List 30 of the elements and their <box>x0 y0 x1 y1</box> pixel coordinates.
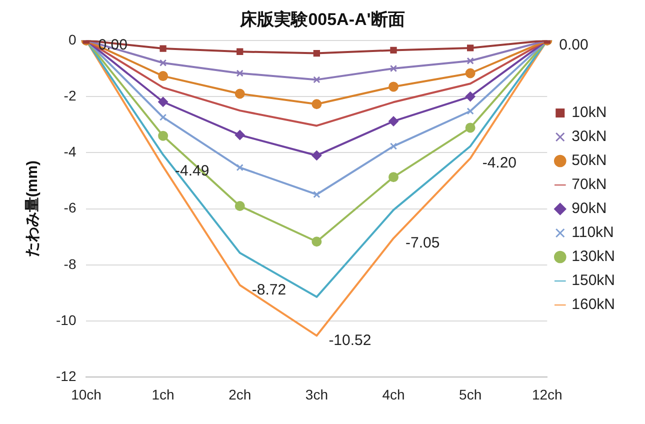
data-label: -10.52 <box>328 332 372 349</box>
data-label: 0.00 <box>559 36 588 54</box>
data-label: -4.20 <box>482 154 517 172</box>
x-tick-label: 10ch <box>71 386 102 402</box>
legend-label: 30kN <box>572 128 607 146</box>
chart-title: 床版実験005A-A'断面 <box>239 10 405 29</box>
y-tick-label: -10 <box>56 312 76 328</box>
y-tick-label: -8 <box>64 256 76 272</box>
legend-label: 160kN <box>572 296 615 314</box>
legend-label: 50kN <box>572 152 607 170</box>
legend-label: 90kN <box>572 200 607 218</box>
legend-label: 10kN <box>572 104 607 122</box>
legend-label: 150kN <box>572 272 615 290</box>
data-label: -7.05 <box>406 234 440 252</box>
x-tick-label: 5ch <box>459 386 482 402</box>
x-tick-label: 1ch <box>152 386 174 402</box>
y-tick-label: -2 <box>64 87 76 104</box>
legend-label: 110kN <box>572 224 614 242</box>
y-tick-label: 0 <box>68 31 76 48</box>
x-tick-label: 2ch <box>228 386 252 402</box>
x-tick-label: 12ch <box>532 386 562 402</box>
y-tick-label: -12 <box>56 368 76 384</box>
x-tick-label: 3ch <box>305 386 328 402</box>
y-axis-title: たわみ量(mm) <box>24 160 42 258</box>
legend-label: 130kN <box>572 248 615 266</box>
legend-label: 70kN <box>572 176 607 194</box>
data-label: -8.72 <box>252 281 286 298</box>
x-tick-label: 4ch <box>382 386 405 402</box>
y-tick-label: -6 <box>64 200 76 216</box>
y-tick-label: -4 <box>64 144 76 160</box>
